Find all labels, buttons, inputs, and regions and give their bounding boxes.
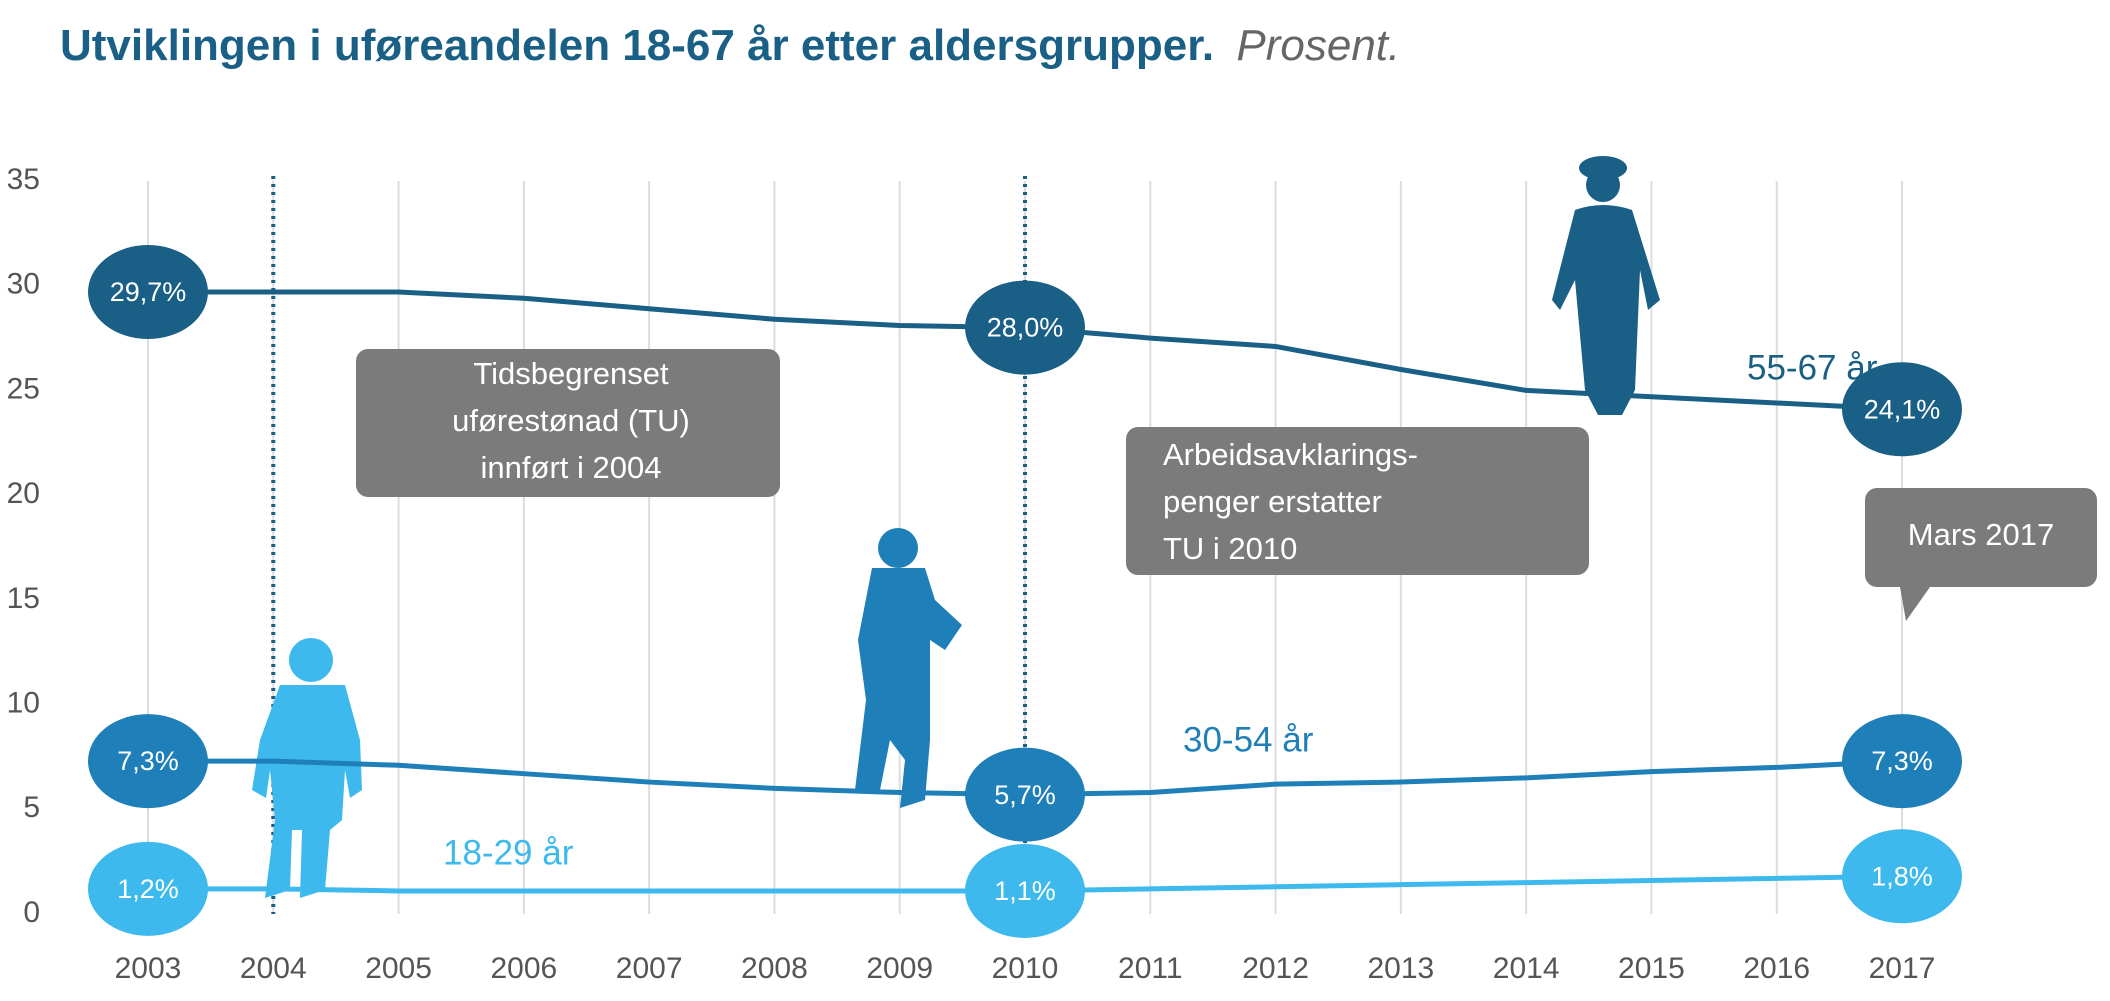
callout-text: Arbeidsavklarings- [1163,437,1418,472]
y-tick-label: 5 [23,791,40,824]
x-tick-label: 2006 [490,952,557,985]
value-label: 29,7% [110,277,187,307]
chart-title: Utviklingen i uføreandelen 18-67 år ette… [60,21,1400,70]
value-label: 1,2% [117,874,179,904]
x-tick-label: 2013 [1367,952,1434,985]
chart: Utviklingen i uføreandelen 18-67 år ette… [0,0,2110,1001]
x-tick-label: 2004 [240,952,307,985]
y-tick-label: 10 [7,686,40,719]
callout-text: Mars 2017 [1908,517,2054,552]
value-label: 7,3% [1871,746,1933,776]
value-label: 5,7% [994,780,1056,810]
title-text: Utviklingen i uføreandelen 18-67 år ette… [60,21,1214,70]
x-tick-label: 2012 [1242,952,1309,985]
x-tick-label: 2011 [1118,952,1183,985]
silhouette-old [1552,156,1660,415]
value-label: 24,1% [1864,394,1941,424]
callout-text: TU i 2010 [1163,531,1297,566]
callout-text: Tidsbegrenset [473,356,669,391]
x-tick-label: 2005 [365,952,432,985]
x-tick-label: 2015 [1618,952,1685,985]
y-tick-label: 30 [7,268,40,301]
x-tick-label: 2010 [992,952,1059,985]
callout-text: penger erstatter [1163,484,1382,519]
callout-tail [1900,587,1930,621]
silhouette-young [252,638,362,898]
y-tick-label: 20 [7,477,40,510]
callout-text: uførestønad (TU) [452,403,690,438]
subtitle: Prosent. [1236,21,1400,70]
silhouette-mid [855,528,962,808]
y-tick-label: 35 [7,163,40,196]
x-tick-label: 2014 [1493,952,1560,985]
value-label: 28,0% [987,313,1064,343]
x-tick-label: 2007 [616,952,683,985]
y-tick-label: 0 [23,896,40,929]
x-tick-label: 2003 [115,952,182,985]
x-tick-label: 2008 [741,952,808,985]
y-tick-label: 25 [7,372,40,405]
x-tick-label: 2009 [866,952,933,985]
value-label: 1,1% [994,876,1056,906]
y-tick-label: 15 [7,582,40,615]
value-label: 1,8% [1871,861,1933,891]
x-tick-label: 2017 [1869,952,1936,985]
series-label: 30-54 år [1183,720,1314,759]
value-label: 7,3% [117,746,179,776]
series-label: 18-29 år [443,833,574,872]
callout-text: innført i 2004 [481,450,662,485]
x-tick-label: 2016 [1743,952,1810,985]
